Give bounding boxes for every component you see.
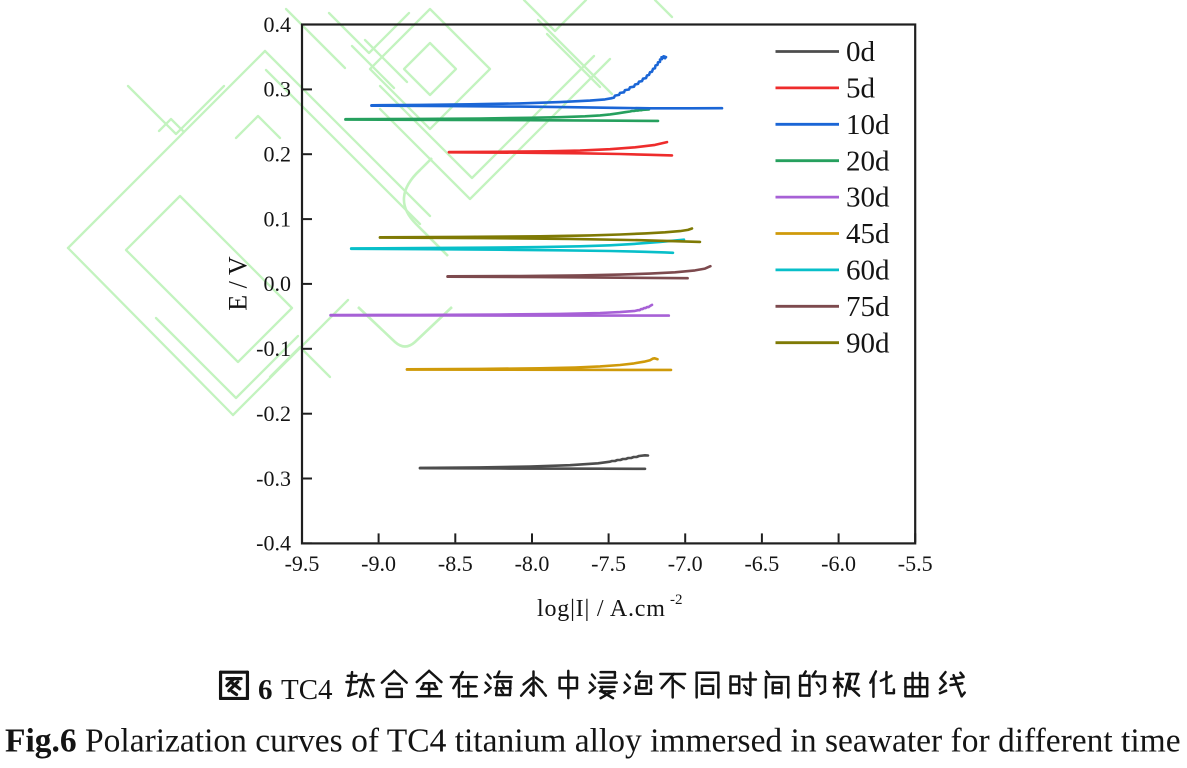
svg-text:-7.0: -7.0 bbox=[668, 551, 703, 576]
svg-text:0.2: 0.2 bbox=[264, 142, 292, 167]
svg-text:TC4: TC4 bbox=[281, 674, 333, 706]
svg-text:-9.5: -9.5 bbox=[285, 551, 320, 576]
svg-text:0d: 0d bbox=[846, 36, 876, 68]
svg-text:0.0: 0.0 bbox=[264, 271, 292, 296]
svg-text:10d: 10d bbox=[846, 109, 890, 141]
svg-text:Fig.6 Polarization curves of T: Fig.6 Polarization curves of TC4 titaniu… bbox=[5, 723, 1181, 760]
svg-text:0.4: 0.4 bbox=[264, 12, 292, 37]
svg-text:90d: 90d bbox=[846, 327, 890, 359]
svg-text:-0.3: -0.3 bbox=[256, 466, 291, 491]
svg-text:-0.4: -0.4 bbox=[256, 531, 291, 556]
svg-text:-6.0: -6.0 bbox=[821, 551, 856, 576]
svg-text:-0.1: -0.1 bbox=[256, 336, 291, 361]
svg-text:-8.5: -8.5 bbox=[438, 551, 473, 576]
svg-text:-7.5: -7.5 bbox=[591, 551, 626, 576]
svg-text:6: 6 bbox=[258, 674, 273, 706]
svg-text:-6.5: -6.5 bbox=[744, 551, 779, 576]
svg-text:-8.0: -8.0 bbox=[515, 551, 550, 576]
svg-text:75d: 75d bbox=[846, 291, 890, 323]
svg-text:-0.2: -0.2 bbox=[256, 401, 291, 426]
svg-text:-2: -2 bbox=[670, 592, 683, 608]
svg-text:-5.5: -5.5 bbox=[898, 551, 933, 576]
svg-text:log|I| / A.cm: log|I| / A.cm bbox=[537, 596, 666, 622]
svg-text:20d: 20d bbox=[846, 145, 890, 177]
svg-text:30d: 30d bbox=[846, 182, 890, 214]
svg-text:-9.0: -9.0 bbox=[361, 551, 396, 576]
svg-text:60d: 60d bbox=[846, 255, 890, 287]
svg-text:0.3: 0.3 bbox=[264, 77, 292, 102]
svg-text:E / V: E / V bbox=[224, 256, 253, 311]
svg-text:5d: 5d bbox=[846, 73, 876, 105]
svg-text:45d: 45d bbox=[846, 218, 890, 250]
svg-text:0.1: 0.1 bbox=[264, 206, 292, 231]
